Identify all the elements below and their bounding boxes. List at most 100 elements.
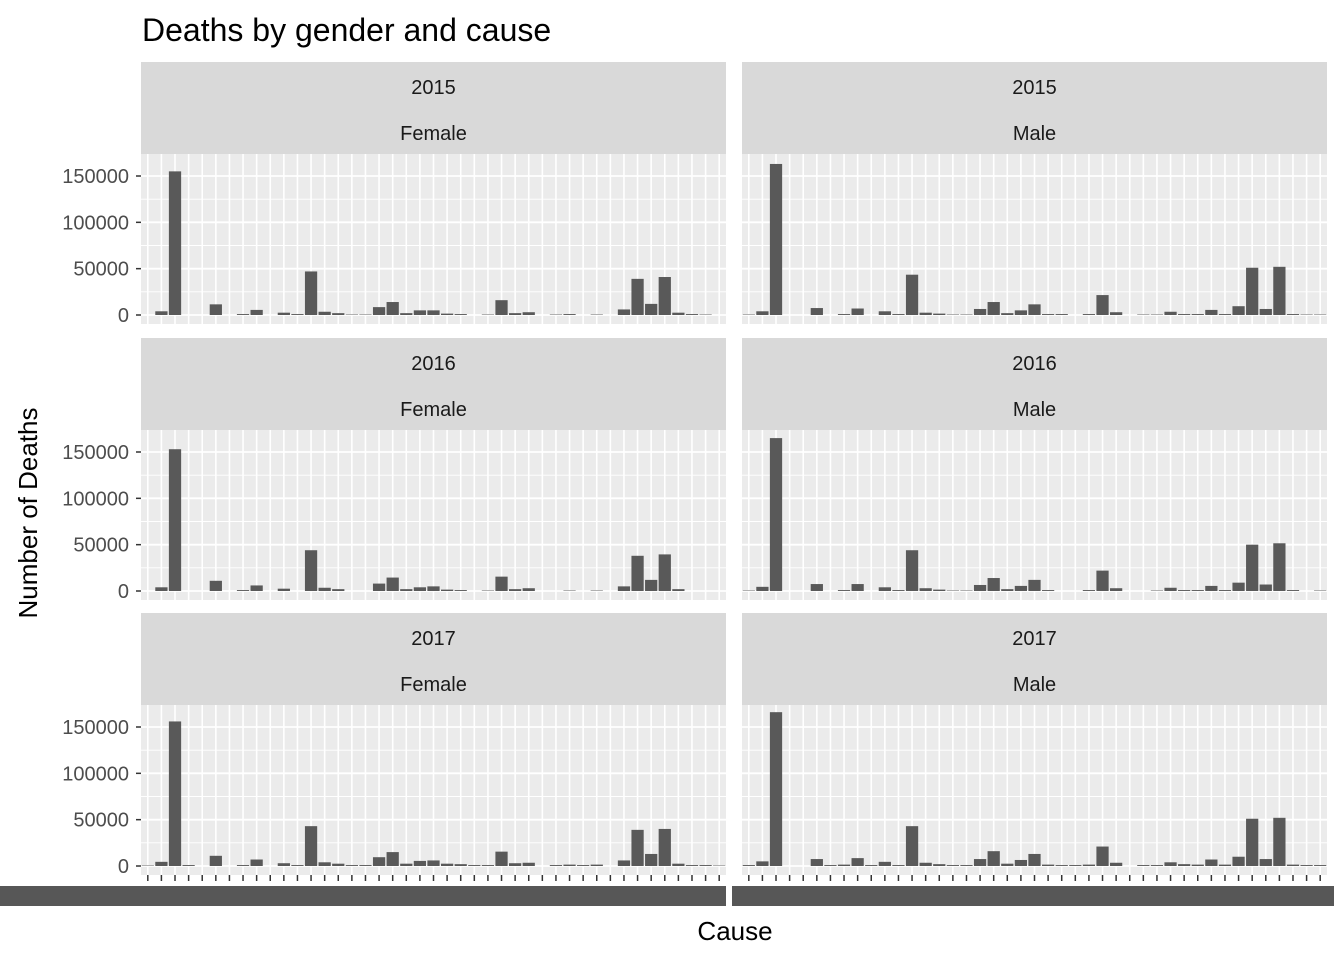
- bar: [973, 308, 987, 315]
- bar: [413, 860, 427, 866]
- bar: [631, 829, 644, 866]
- bar: [427, 586, 440, 591]
- bar: [291, 865, 304, 866]
- bar: [973, 584, 987, 591]
- bar: [1028, 579, 1041, 591]
- bar: [1191, 314, 1204, 315]
- bar: [495, 851, 508, 866]
- strip-gender-label: Female: [400, 674, 467, 696]
- strip-year-label: 2015: [1012, 77, 1057, 99]
- bar: [454, 864, 467, 866]
- facet-panel: 2016 Female 0 50000 100000 150000: [62, 338, 726, 603]
- bar: [522, 312, 535, 315]
- bar: [617, 860, 631, 866]
- bar: [1150, 865, 1164, 866]
- bar: [960, 865, 973, 866]
- bar: [905, 826, 919, 866]
- bar: [878, 311, 891, 315]
- bar: [440, 589, 454, 591]
- bar: [250, 309, 263, 315]
- bar: [756, 861, 769, 866]
- bar: [645, 303, 658, 315]
- bar: [987, 851, 1000, 866]
- bar: [1178, 590, 1191, 591]
- bar: [1055, 865, 1068, 866]
- bar: [672, 863, 685, 866]
- bar: [905, 274, 919, 315]
- bar: [304, 826, 318, 866]
- bar: [495, 300, 508, 315]
- bar: [1259, 308, 1272, 315]
- facet-strip: [141, 338, 726, 430]
- strip-year-label: 2017: [411, 628, 456, 650]
- facet-strip: [141, 613, 726, 705]
- bar: [209, 580, 222, 591]
- bar: [617, 309, 631, 315]
- bar: [1096, 846, 1109, 866]
- bar: [345, 865, 358, 866]
- facet-strip: [742, 62, 1327, 154]
- strip-year-label: 2017: [1012, 628, 1057, 650]
- x-tick-labels-overlap: [732, 886, 1334, 906]
- bar: [1232, 582, 1245, 591]
- bar: [1286, 314, 1300, 315]
- bar: [919, 588, 932, 591]
- bar: [1178, 864, 1191, 866]
- bar: [1205, 859, 1218, 866]
- bar: [1232, 856, 1245, 866]
- bar: [1082, 590, 1096, 591]
- bar: [1028, 304, 1041, 315]
- bar: [837, 314, 851, 315]
- bar: [892, 314, 905, 315]
- bar: [1137, 865, 1150, 866]
- bar: [1259, 584, 1272, 591]
- bar: [685, 865, 699, 866]
- bar: [563, 314, 576, 315]
- strip-year-label: 2016: [411, 353, 456, 375]
- bar: [769, 712, 783, 866]
- bar: [905, 550, 919, 591]
- bar: [304, 550, 318, 591]
- bar: [236, 590, 250, 591]
- bar: [1082, 864, 1096, 866]
- bar: [1246, 544, 1259, 591]
- bar: [590, 864, 603, 866]
- bar: [277, 312, 290, 315]
- y-tick-label: 50000: [73, 535, 129, 557]
- bar: [509, 589, 522, 591]
- bar: [1069, 865, 1082, 866]
- bar: [1205, 585, 1218, 591]
- bar: [810, 308, 823, 315]
- bar: [672, 312, 685, 315]
- bar: [168, 449, 182, 591]
- y-tick-label: 0: [118, 305, 129, 327]
- bar: [209, 304, 222, 315]
- bar: [332, 863, 345, 866]
- y-tick-label: 150000: [62, 717, 129, 739]
- bar: [277, 588, 290, 591]
- bar: [1055, 314, 1068, 315]
- bar: [756, 311, 769, 315]
- bar: [987, 302, 1000, 315]
- panels-group: 2015Female0500001000001500002015Male2016…: [0, 62, 1334, 906]
- bar: [155, 311, 168, 315]
- bar: [1259, 859, 1272, 866]
- bar: [1096, 570, 1109, 591]
- bar: [919, 862, 932, 866]
- bar: [549, 865, 563, 866]
- bar: [1014, 585, 1028, 591]
- facet-panel: 2015 Female 0 50000 100000 150000: [62, 62, 726, 327]
- bar: [1178, 314, 1191, 315]
- bar: [372, 583, 386, 591]
- bar: [155, 861, 168, 866]
- facet-panel: 2015 Male: [742, 62, 1327, 324]
- bar: [933, 864, 946, 866]
- bar: [617, 586, 631, 591]
- bar: [427, 310, 440, 315]
- bar: [1041, 864, 1055, 866]
- facet-panel: 2016 Male: [742, 338, 1327, 600]
- strip-gender-label: Male: [1013, 674, 1056, 696]
- bar: [386, 852, 399, 866]
- bar: [250, 859, 263, 866]
- y-axis-title: Number of Deaths: [13, 408, 43, 619]
